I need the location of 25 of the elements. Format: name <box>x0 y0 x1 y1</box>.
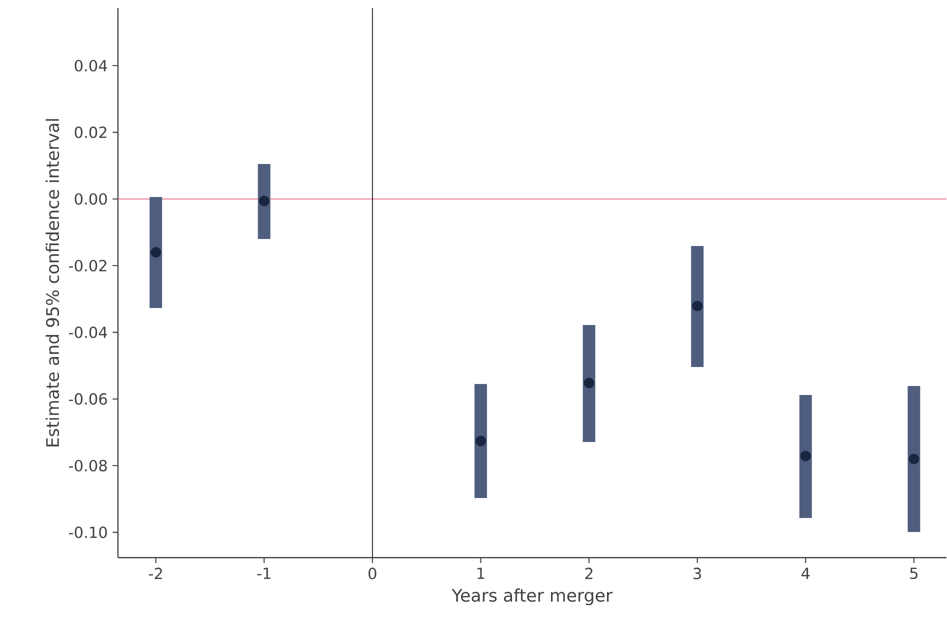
x-axis-title: Years after merger <box>452 588 613 606</box>
x-tick-label: -1 <box>257 568 270 580</box>
y-tick-label: -0.02 <box>68 260 106 272</box>
y-axis-title: Estimate and 95% confidence interval <box>46 119 60 447</box>
y-tick-label: 0.00 <box>74 193 107 205</box>
point <box>584 378 594 388</box>
y-tick-label: -0.10 <box>68 526 107 538</box>
point <box>475 436 486 446</box>
x-tick-label: 3 <box>694 568 701 580</box>
point <box>800 450 811 462</box>
x-tick-label: 0 <box>368 568 376 580</box>
x-tick-label: 2 <box>585 568 592 580</box>
x-tick-label: 5 <box>910 568 918 580</box>
y-tick-label: 0.02 <box>74 126 106 138</box>
x-tick-label: -2 <box>148 568 162 580</box>
y-tick-label: 0.04 <box>74 60 108 72</box>
y-tick-label: -0.08 <box>68 460 107 472</box>
point <box>258 196 270 206</box>
y-tick-label: -0.04 <box>68 326 108 338</box>
y-tick-label: -0.06 <box>68 393 107 405</box>
point <box>692 300 703 312</box>
x-tick-label: 4 <box>802 568 810 580</box>
x-tick-label: 1 <box>478 568 484 580</box>
point <box>150 247 162 258</box>
point <box>908 454 920 464</box>
